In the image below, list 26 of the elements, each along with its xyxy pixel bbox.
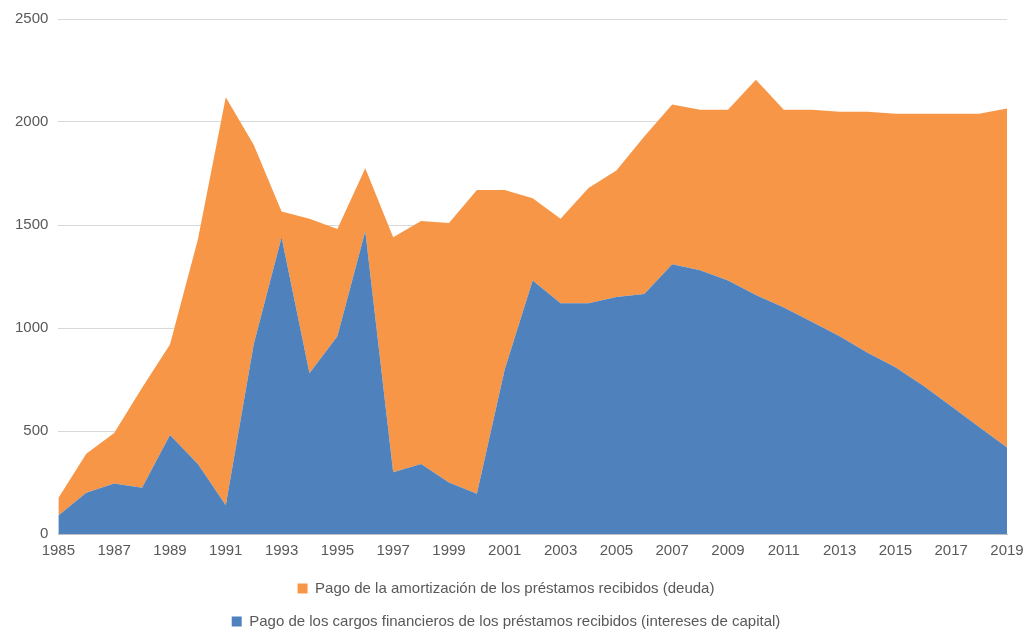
- x-tick-label: 2003: [543, 541, 578, 559]
- x-tick-label: 2019: [990, 541, 1024, 559]
- x-tick-label: 2009: [711, 541, 745, 559]
- y-tick-label: 1000: [14, 318, 49, 336]
- y-tick-label: 0: [40, 524, 49, 542]
- y-tick-label: 2000: [14, 112, 49, 130]
- x-tick-label: 1993: [264, 541, 299, 559]
- x-tick-label: 2011: [767, 541, 800, 559]
- x-tick-label: 1999: [432, 541, 466, 559]
- y-tick-label: 2500: [14, 9, 49, 27]
- x-tick-label: 1989: [153, 541, 187, 559]
- x-tick-label: 2007: [655, 541, 689, 559]
- x-tick-label: 2013: [822, 541, 857, 559]
- legend-label: Pago de la amortización de los préstamos recibidos (deuda): [315, 578, 715, 596]
- x-tick-label: 2015: [878, 541, 913, 559]
- x-tick-label: 1987: [97, 541, 131, 559]
- x-tick-label: 2005: [599, 541, 634, 559]
- x-tick-label: 1997: [376, 541, 410, 559]
- x-tick-label: 1985: [41, 541, 76, 559]
- y-tick-label: 500: [23, 421, 49, 439]
- x-tick-label: 1995: [320, 541, 355, 559]
- x-tick-label: 2017: [934, 541, 968, 559]
- x-tick-label: 2001: [488, 541, 522, 559]
- legend-label: Pago de los cargos financieros de los préstamos recibidos (intereses de capital): [249, 611, 781, 629]
- x-tick-label: 1991: [209, 541, 243, 559]
- y-tick-label: 1500: [14, 215, 49, 233]
